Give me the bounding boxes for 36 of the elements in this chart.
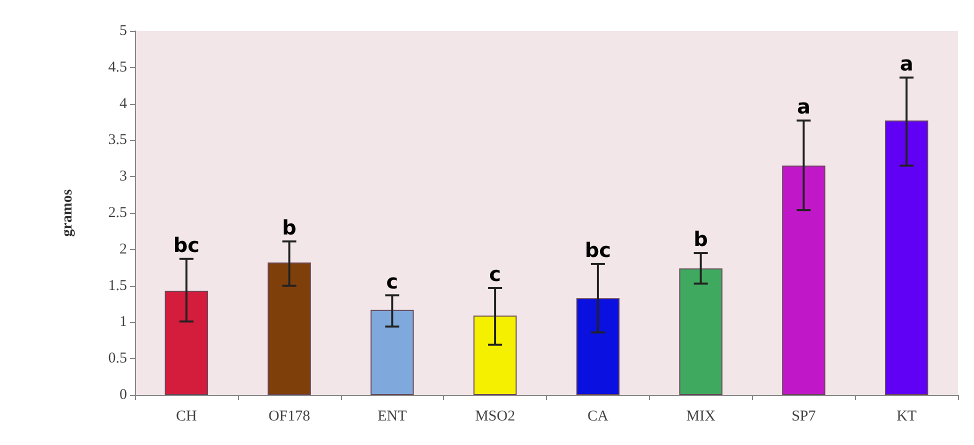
x-tick-label: CA [588,408,609,424]
bar [473,316,517,395]
x-tick-label: OF178 [268,408,310,424]
bar [164,290,208,395]
annotation: c [386,269,398,294]
bar [268,262,311,395]
bar [782,166,826,395]
y-tick-label: 5 [120,23,127,39]
y-tick-label: 3.5 [108,132,127,148]
y-tick-label: 2 [120,241,127,258]
annotation: b [694,227,708,252]
annotation: c [489,262,501,286]
annotation: bc [584,238,612,262]
bar [576,298,620,395]
annotation: b [282,215,296,240]
x-tick-label: CH [176,408,198,424]
x-tick-label: MSO2 [475,408,516,424]
bar [679,268,722,395]
y-tick-label: 0 [120,387,127,403]
bar [370,310,414,395]
x-tick-label: MIX [686,408,716,424]
y-tick-label: 0.5 [108,350,127,367]
x-tick-label: KT [896,408,917,424]
annotation: bc [173,232,200,257]
y-tick-label: 3 [120,168,127,185]
bar [884,120,928,395]
y-axis-title: gramos [60,189,76,237]
y-tick-label: 4.5 [108,59,127,76]
annotation: a [900,52,914,76]
y-tick-label: 4 [120,96,128,112]
x-tick-label: ENT [378,408,407,424]
y-tick-label: 1.5 [108,278,127,294]
y-tick-label: 2.5 [108,205,127,221]
y-tick-label: 1 [120,314,127,330]
annotation: a [796,94,810,119]
x-tick-label: SP7 [792,408,816,424]
